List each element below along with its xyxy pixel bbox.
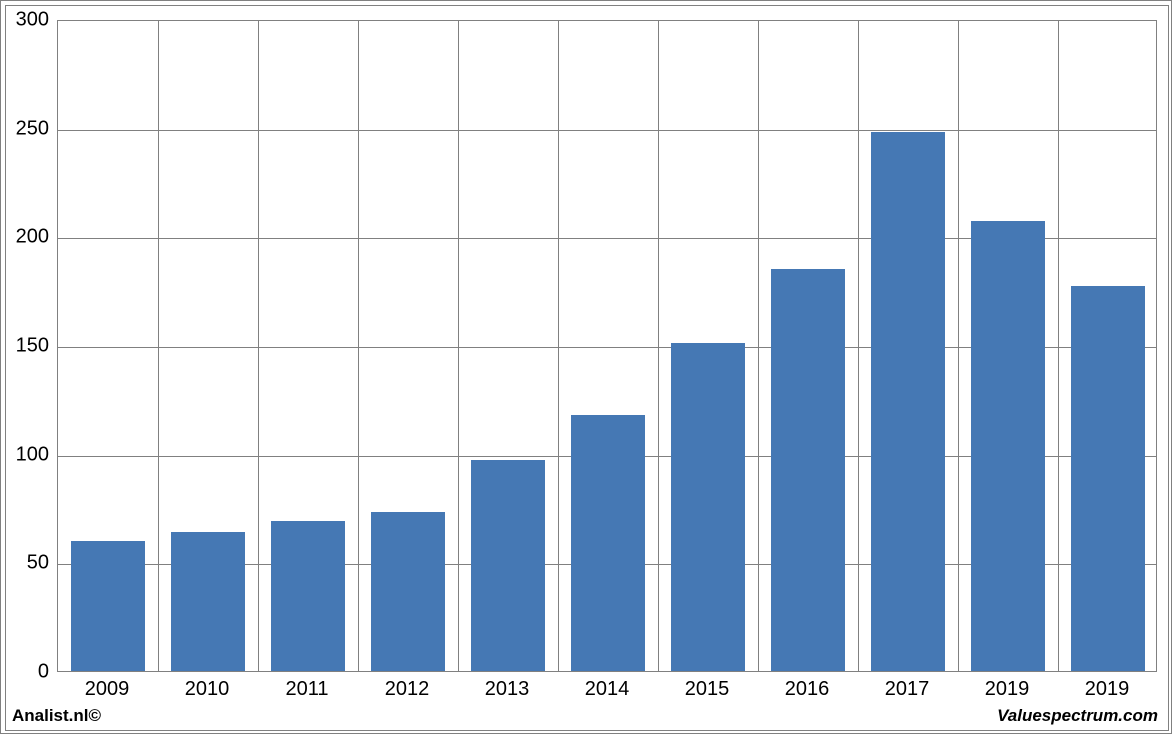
x-tick-label: 2014 xyxy=(585,678,630,701)
x-tick-label: 2010 xyxy=(185,678,230,701)
bar xyxy=(871,132,945,671)
chart-outer-frame: 0 50 100 150 200 250 300 2009 2010 2011 2012 2013 2… xyxy=(0,0,1172,734)
x-tick-label: 2017 xyxy=(885,678,930,701)
grid-line-v xyxy=(558,21,559,671)
x-tick-label: 2019 xyxy=(1085,678,1130,701)
chart-inner-frame: 0 50 100 150 200 250 300 2009 2010 2011 2012 2013 2… xyxy=(5,5,1169,731)
x-tick-label: 2012 xyxy=(385,678,430,701)
y-tick-label: 0 xyxy=(6,661,49,684)
grid-line-v xyxy=(1058,21,1059,671)
bar xyxy=(171,532,245,671)
grid-line-v xyxy=(658,21,659,671)
bar xyxy=(71,541,145,671)
x-tick-label: 2009 xyxy=(85,678,130,701)
grid-line-v xyxy=(158,21,159,671)
x-tick-label: 2016 xyxy=(785,678,830,701)
x-tick-label: 2013 xyxy=(485,678,530,701)
grid-line-v xyxy=(858,21,859,671)
y-tick-label: 250 xyxy=(6,117,49,140)
footer-left: Analist.nl© xyxy=(12,706,101,726)
plot-area xyxy=(57,20,1157,672)
grid-line-v xyxy=(358,21,359,671)
bar xyxy=(971,221,1045,671)
grid-line-h xyxy=(58,130,1156,131)
bar xyxy=(371,512,445,671)
bar xyxy=(271,521,345,671)
x-tick-label: 2015 xyxy=(685,678,730,701)
bar xyxy=(771,269,845,671)
y-tick-label: 200 xyxy=(6,226,49,249)
y-tick-label: 300 xyxy=(6,9,49,32)
grid-line-v xyxy=(758,21,759,671)
footer-right: Valuespectrum.com xyxy=(997,706,1158,726)
grid-line-v xyxy=(258,21,259,671)
y-tick-label: 150 xyxy=(6,335,49,358)
bar xyxy=(1071,286,1145,671)
bar xyxy=(671,343,745,671)
bar xyxy=(571,415,645,671)
grid-line-v xyxy=(458,21,459,671)
x-tick-label: 2011 xyxy=(285,678,328,701)
grid-line-v xyxy=(958,21,959,671)
x-tick-label: 2019 xyxy=(985,678,1030,701)
bar xyxy=(471,460,545,671)
y-tick-label: 50 xyxy=(6,552,49,575)
y-tick-label: 100 xyxy=(6,443,49,466)
